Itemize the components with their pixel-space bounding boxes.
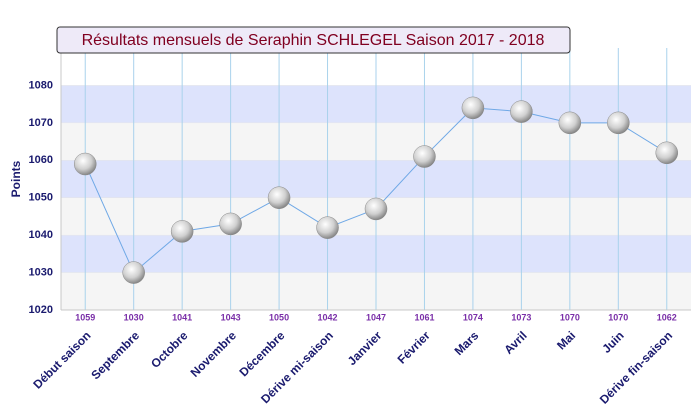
value-label: 1073: [511, 312, 531, 322]
y-tick-label: 1080: [29, 79, 53, 91]
data-point: [316, 216, 339, 239]
data-point: [73, 152, 97, 176]
value-label: 1043: [221, 312, 241, 322]
y-tick-label: 1030: [29, 266, 53, 278]
y-tick-label: 1050: [29, 192, 53, 204]
value-label: 1059: [75, 312, 95, 322]
value-label: 1070: [560, 312, 580, 322]
value-label: 1070: [608, 312, 628, 322]
y-tick-label: 1070: [29, 117, 53, 129]
value-label: 1074: [463, 312, 483, 322]
y-tick-label: 1020: [29, 304, 53, 316]
chart-title: Résultats mensuels de Seraphin SCHLEGEL …: [82, 32, 545, 49]
y-axis-label: Points: [9, 160, 23, 197]
data-point: [607, 111, 630, 135]
data-point: [461, 96, 485, 120]
data-point: [122, 261, 145, 284]
data-point: [655, 141, 679, 165]
data-point: [510, 100, 533, 123]
data-point: [267, 186, 291, 209]
data-point: [219, 212, 242, 236]
y-tick-label: 1060: [29, 154, 53, 166]
data-point: [413, 145, 436, 168]
data-point: [170, 220, 194, 243]
value-label: 1030: [124, 312, 144, 322]
value-label: 1050: [269, 312, 289, 322]
value-label: 1041: [172, 312, 192, 322]
y-tick-label: 1040: [29, 229, 53, 241]
value-label: 1042: [318, 312, 338, 322]
value-label: 1062: [657, 312, 677, 322]
data-point: [558, 111, 582, 135]
title-box: [56, 26, 571, 54]
value-label: 1047: [366, 312, 386, 322]
value-label: 1061: [414, 312, 434, 322]
data-point: [364, 197, 388, 221]
